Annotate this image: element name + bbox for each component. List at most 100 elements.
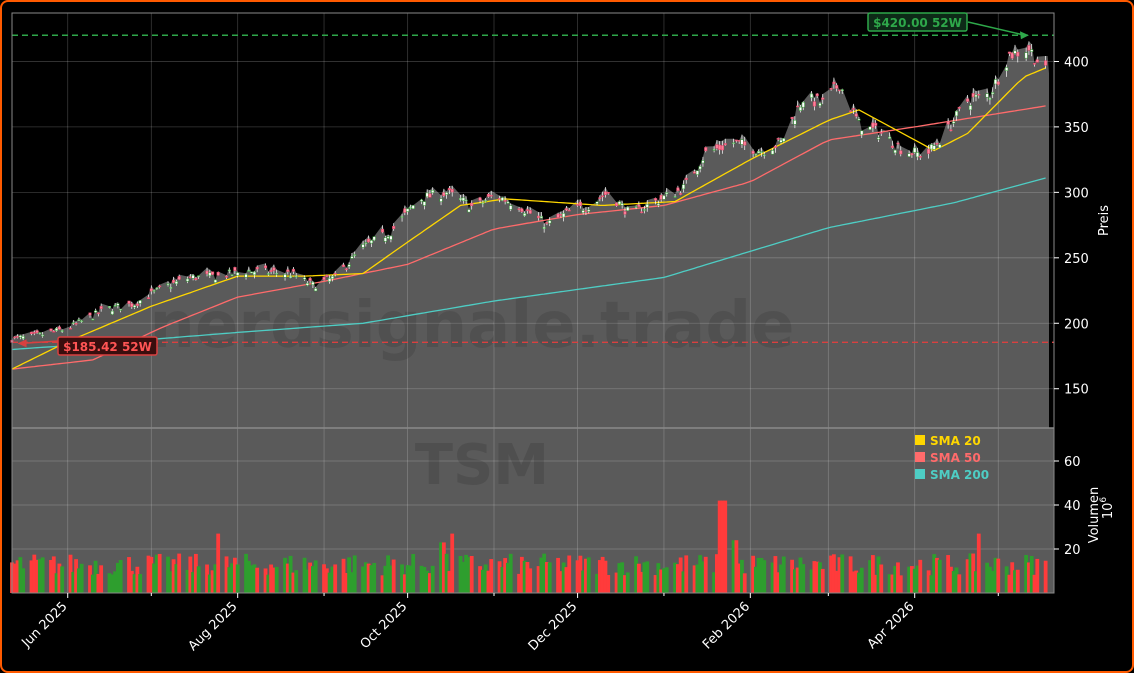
candle-body (790, 116, 794, 120)
volume-tick-label: 20 (1064, 543, 1081, 558)
candle-body (681, 184, 685, 190)
candle-body (486, 193, 490, 197)
candle-body (411, 205, 415, 209)
volume-bar (447, 570, 452, 593)
volume-bar (558, 571, 563, 593)
volume-bar (40, 557, 45, 593)
volume-bar (639, 571, 644, 593)
volume-bar (684, 555, 689, 593)
y-tick-label: 200 (1064, 317, 1089, 332)
candle (361, 240, 365, 250)
candle (1016, 49, 1020, 63)
candle-body (60, 330, 64, 332)
plot-border (11, 12, 1055, 594)
candle (698, 164, 702, 173)
volume-bar (372, 562, 377, 593)
volume-tick-label: 60 (1064, 455, 1081, 470)
high-arrow-line (967, 21, 1026, 36)
candle-body (428, 193, 432, 198)
candle (815, 93, 819, 99)
candle-body (601, 195, 605, 198)
volume-bar (1024, 554, 1029, 593)
volume-bar (503, 558, 508, 593)
volume-bar (138, 574, 143, 593)
low-label-text: $185.42 52W (63, 340, 152, 354)
candle (57, 325, 61, 330)
volume-bar (717, 500, 722, 593)
candle (294, 272, 298, 279)
candle (41, 332, 45, 338)
candle-body (938, 144, 942, 149)
volume-bar (561, 562, 566, 593)
candle-body (403, 208, 407, 213)
candle-body (450, 189, 454, 193)
candle (216, 271, 220, 276)
candle-body (467, 209, 471, 213)
volume-bar (776, 572, 781, 593)
volume-bar (216, 533, 221, 593)
volume-bar (896, 562, 900, 593)
volume-bar (762, 560, 767, 593)
candle-body (548, 220, 552, 224)
volume-bar (439, 542, 443, 593)
volume-bar (818, 562, 822, 593)
candle-body (113, 305, 117, 307)
volume-bar (146, 555, 151, 593)
volume-bar (1007, 574, 1012, 593)
candle-body (576, 203, 580, 206)
candle-body (361, 244, 365, 248)
candle-body (74, 322, 78, 325)
volume-bar (968, 553, 973, 593)
candle-body (695, 170, 699, 175)
candle-body (152, 290, 156, 292)
candle (762, 151, 766, 159)
volume-bar (154, 554, 159, 593)
volume-bar (857, 572, 861, 593)
candle (110, 309, 114, 315)
candle-body (464, 199, 468, 202)
candle (695, 170, 699, 178)
candle (185, 276, 190, 284)
candle-body (311, 281, 315, 285)
candle-body (406, 208, 410, 212)
candle (562, 210, 566, 222)
candle (197, 275, 201, 280)
candle-body (810, 93, 814, 98)
volume-bar (720, 500, 725, 593)
candle (656, 200, 660, 208)
volume-bar (152, 563, 156, 593)
candle (119, 308, 123, 313)
volume-bar (976, 533, 981, 593)
candle (80, 319, 84, 323)
candle-body (498, 198, 502, 200)
volume-bar (288, 555, 293, 593)
candle (673, 194, 677, 198)
legend: SMA 20 SMA 50 SMA 200 (915, 434, 989, 482)
volume-bar (32, 554, 37, 593)
candle (829, 88, 833, 91)
x-tick-label: Feb 2026 (700, 599, 753, 652)
candle-body (876, 137, 881, 140)
volume-bar (444, 553, 449, 593)
candle (503, 196, 507, 205)
volume-bar (185, 569, 190, 593)
volume-bar (547, 562, 552, 593)
candle-body (38, 332, 42, 334)
candle-body (208, 272, 212, 277)
candle (835, 83, 839, 92)
volume-bar (294, 570, 299, 593)
candle-body (991, 92, 995, 95)
candle (790, 116, 794, 124)
volume-bar (951, 571, 956, 593)
volume-bar (347, 557, 352, 593)
volume-bar (1043, 560, 1048, 593)
candle (450, 185, 454, 197)
candle (330, 275, 334, 282)
x-tick-label: Apr 2026 (865, 599, 918, 652)
candle-body (723, 143, 727, 146)
volume-bar (168, 571, 173, 593)
candle (411, 205, 415, 210)
volume-bar (539, 557, 544, 593)
candle-body (353, 254, 357, 256)
candle (676, 185, 680, 192)
